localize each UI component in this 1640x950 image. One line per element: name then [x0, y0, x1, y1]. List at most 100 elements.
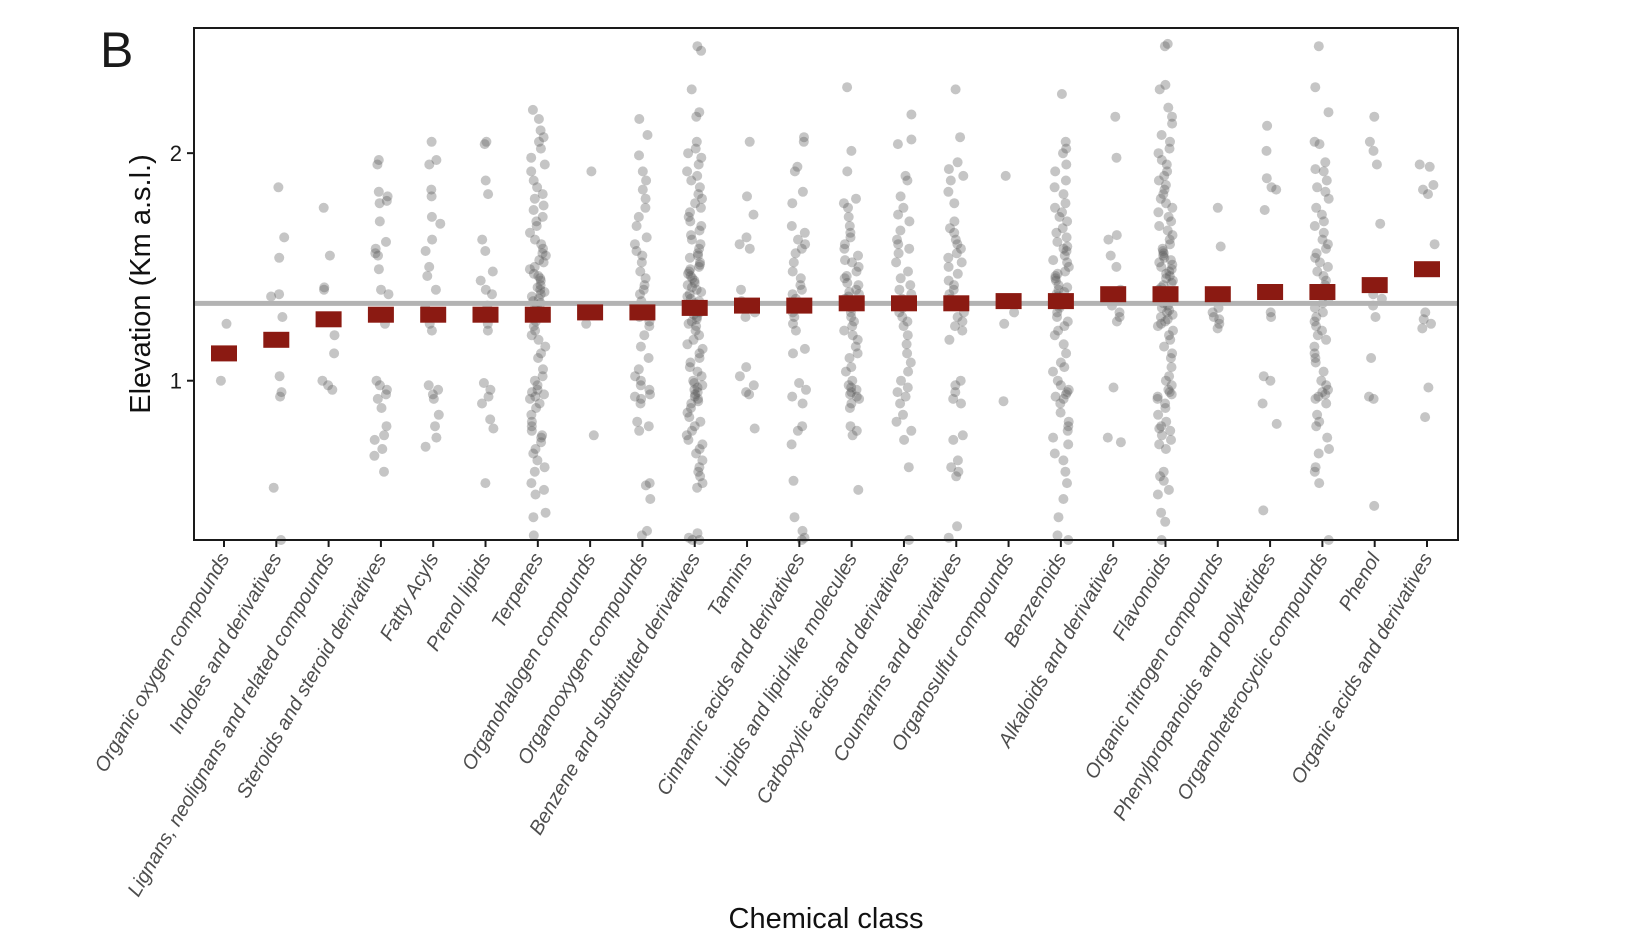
data-point [319, 282, 330, 293]
data-point [847, 375, 858, 386]
data-point [1164, 371, 1175, 382]
data-point [1159, 252, 1170, 263]
data-point [630, 371, 641, 382]
data-point [274, 371, 285, 382]
data-point [1165, 255, 1176, 266]
data-point [1311, 421, 1322, 432]
data-point [693, 466, 704, 477]
data-point [485, 384, 496, 395]
data-point [943, 275, 954, 286]
data-point [526, 425, 537, 436]
data-point [847, 257, 857, 268]
data-point [895, 273, 906, 284]
data-point [642, 130, 653, 140]
data-point [640, 202, 651, 213]
data-point [847, 430, 858, 441]
data-point [329, 348, 340, 359]
data-point [1166, 434, 1176, 445]
data-point [788, 348, 798, 359]
data-point [534, 398, 545, 409]
data-point [1262, 120, 1273, 131]
data-point [1063, 384, 1074, 395]
data-point [636, 257, 647, 268]
data-point [327, 384, 338, 395]
data-point [221, 318, 232, 329]
data-point [481, 136, 492, 147]
data-point [488, 423, 499, 434]
data-point [842, 166, 853, 177]
data-point [1166, 362, 1177, 373]
data-point [1309, 341, 1320, 352]
data-point [1164, 330, 1174, 341]
data-point [1061, 232, 1072, 243]
data-point [1160, 316, 1171, 327]
mean-marker [367, 306, 394, 323]
data-point [846, 387, 857, 398]
data-point [692, 387, 703, 398]
data-point [1155, 193, 1166, 204]
data-point [1311, 312, 1322, 322]
data-point [1115, 437, 1126, 448]
data-point [1166, 380, 1177, 391]
data-point [483, 189, 494, 200]
data-point [373, 186, 384, 197]
data-point [682, 339, 693, 350]
data-point [792, 425, 803, 436]
data-point [853, 261, 864, 272]
data-point [684, 289, 695, 300]
data-point [1167, 111, 1177, 122]
mean-marker [1414, 261, 1440, 278]
data-point [952, 268, 963, 279]
data-point [420, 246, 431, 256]
data-point [1313, 391, 1324, 402]
data-point [1152, 489, 1163, 500]
data-point [480, 175, 491, 186]
data-point [949, 280, 959, 291]
data-point [540, 507, 551, 518]
data-point [697, 193, 707, 204]
data-point [1160, 444, 1171, 454]
data-point [433, 384, 444, 395]
data-point [1053, 284, 1064, 295]
data-point [796, 243, 807, 254]
data-point [382, 191, 393, 202]
data-point [1266, 182, 1277, 193]
data-point [374, 380, 385, 391]
data-point [851, 193, 861, 204]
data-point [1049, 182, 1060, 193]
data-point [789, 512, 800, 523]
data-point [1059, 362, 1070, 373]
y-tick-label: 1 [170, 369, 182, 394]
data-point [1155, 471, 1166, 482]
data-point [1163, 384, 1174, 395]
data-point [692, 170, 703, 181]
data-point [1114, 312, 1125, 322]
data-point [534, 136, 544, 147]
data-point [640, 480, 651, 491]
data-point [534, 255, 545, 266]
data-point [851, 284, 862, 295]
data-point [1055, 357, 1066, 368]
data-point [1163, 484, 1174, 495]
data-point [952, 312, 963, 322]
data-point [1108, 382, 1119, 393]
data-point [787, 391, 798, 402]
data-point [538, 200, 549, 211]
data-point [1156, 261, 1167, 272]
mean-marker [681, 299, 708, 316]
data-point [1152, 393, 1163, 404]
data-point [1058, 148, 1068, 159]
data-point [891, 416, 902, 427]
data-point [900, 391, 911, 402]
data-point [903, 462, 914, 473]
data-point [1310, 164, 1321, 175]
data-point [898, 321, 909, 332]
data-point [426, 136, 437, 147]
data-point [749, 423, 760, 434]
data-point [1156, 155, 1167, 165]
data-point [692, 528, 703, 539]
data-point [1050, 391, 1061, 402]
data-point [693, 396, 704, 407]
data-point [685, 271, 696, 281]
data-point [1314, 257, 1325, 268]
